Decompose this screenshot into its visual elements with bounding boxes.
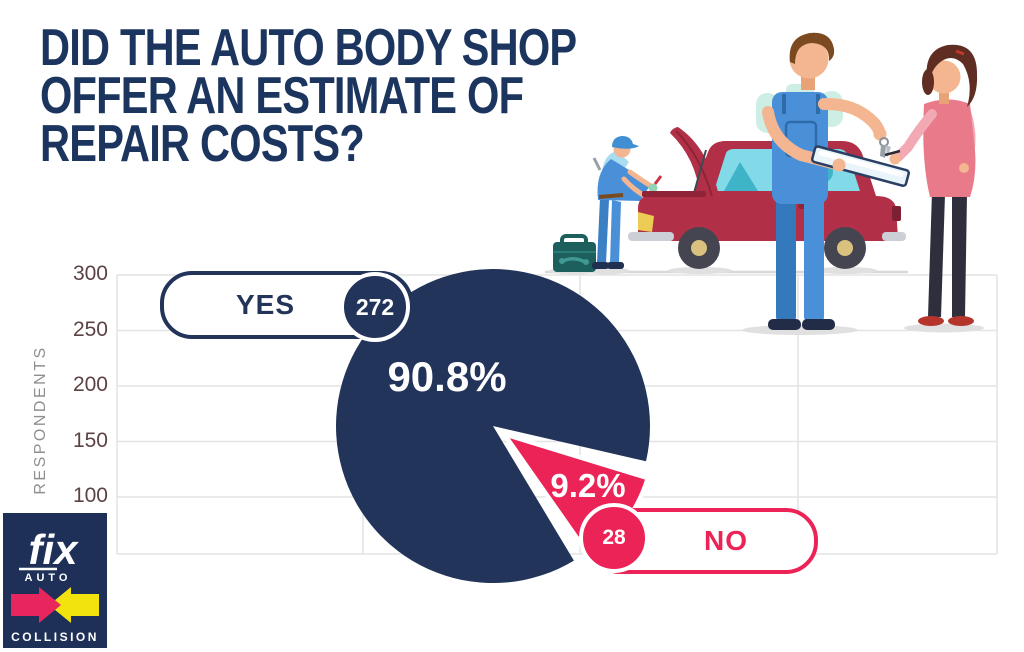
clipboard: [810, 145, 910, 187]
logo-background: [3, 513, 107, 648]
title-line-3: REPAIR COSTS?: [40, 115, 365, 173]
logo-auto-text: AUTO: [25, 572, 72, 584]
title-line-2: OFFER AN ESTIMATE OF: [40, 67, 524, 125]
car: [628, 127, 906, 269]
yes-slice-percent: 90.8%: [387, 353, 507, 400]
fix-auto-collision-logo: fix AUTO COLLISION: [3, 513, 107, 648]
y-axis-tick: 250: [72, 318, 108, 341]
no-label: NO: [704, 525, 748, 556]
y-axis-tick: 150: [72, 429, 108, 452]
y-axis-tick: 200: [72, 373, 108, 396]
yes-count-badge: 272: [340, 272, 410, 342]
auto-shop-illustration: [545, 32, 984, 335]
service-advisor: [756, 32, 910, 330]
logo-brand-text: fix: [28, 526, 79, 573]
logo-collision-text: COLLISION: [11, 630, 99, 644]
logo-yellow-arrow: [49, 587, 99, 623]
page-title: DID THE AUTO BODY SHOP OFFER AN ESTIMATE…: [40, 19, 710, 173]
y-axis-label: RESPONDENTS: [32, 345, 49, 495]
y-axis-tick: 100: [72, 484, 108, 507]
mechanic-under-hood: [592, 136, 663, 269]
pie-slice-yes: [336, 269, 651, 584]
toolbox: [553, 234, 596, 272]
customer: [884, 44, 978, 326]
yes-label: YES: [235, 289, 296, 320]
no-count-badge: 28: [579, 503, 649, 573]
title-line-1: DID THE AUTO BODY SHOP: [40, 19, 577, 77]
y-axis-tick: 300: [72, 262, 108, 285]
no-slice-percent: 9.2%: [550, 467, 626, 504]
logo-pink-arrow: [11, 587, 61, 623]
